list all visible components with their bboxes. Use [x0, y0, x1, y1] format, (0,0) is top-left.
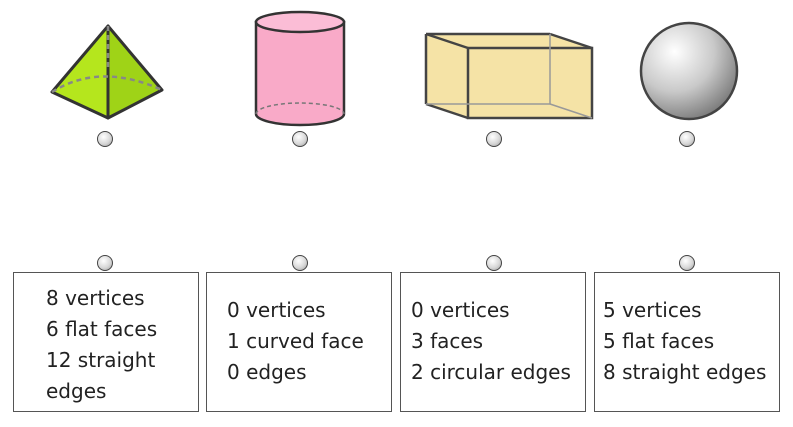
property-card-1[interactable]: 8 vertices 6 flat faces 12 straight edge…: [13, 272, 199, 412]
card-line: 5 vertices: [603, 298, 702, 322]
shape-dot-2[interactable]: [292, 131, 308, 147]
card-line: 6 flat faces: [46, 317, 158, 341]
property-card-2[interactable]: 0 vertices 1 curved face 0 edges: [206, 272, 392, 412]
card-line: 12 straight: [46, 348, 156, 372]
shape-dot-1[interactable]: [97, 131, 113, 147]
property-card-4[interactable]: 5 vertices 5 flat faces 8 straight edges: [594, 272, 780, 412]
property-card-3[interactable]: 0 vertices 3 faces 2 circular edges: [400, 272, 586, 412]
card-dot-4[interactable]: [679, 255, 695, 271]
card-line: 0 vertices: [411, 298, 510, 322]
card-line: 8 straight edges: [603, 360, 767, 384]
shape-dot-3[interactable]: [486, 131, 502, 147]
card-line: 1 curved face: [227, 329, 364, 353]
card-line: 8 vertices: [46, 286, 145, 310]
card-dot-3[interactable]: [486, 255, 502, 271]
card-dot-2[interactable]: [292, 255, 308, 271]
shape-dot-4[interactable]: [679, 131, 695, 147]
card-line: 2 circular edges: [411, 360, 571, 384]
card-line: 3 faces: [411, 329, 484, 353]
card-line: 5 flat faces: [603, 329, 715, 353]
card-line: 0 edges: [227, 360, 307, 384]
square-pyramid-icon: [50, 24, 164, 120]
card-line: edges: [46, 379, 107, 403]
sphere-icon: [639, 21, 739, 121]
card-line: 0 vertices: [227, 298, 326, 322]
card-dot-1[interactable]: [97, 255, 113, 271]
cylinder-icon: [254, 10, 346, 127]
cuboid-icon: [424, 32, 594, 120]
